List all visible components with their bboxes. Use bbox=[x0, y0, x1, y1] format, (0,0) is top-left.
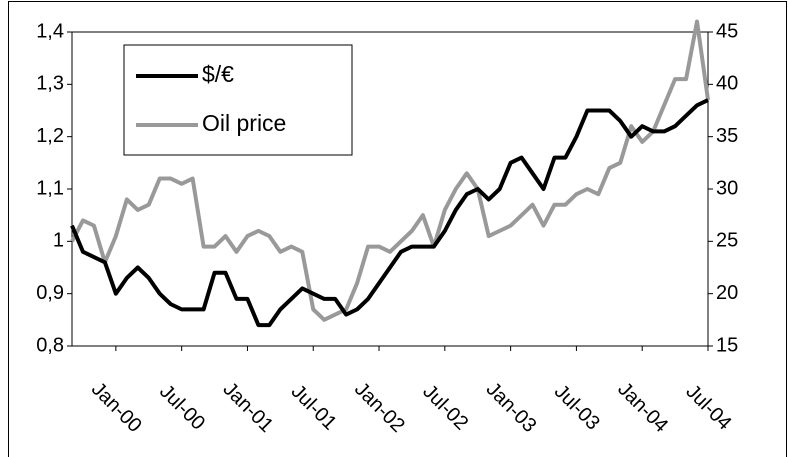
x-tick-label: Jan-04 bbox=[613, 378, 672, 437]
y2-tick-label: 40 bbox=[716, 73, 738, 95]
y-tick-label: 1 bbox=[53, 230, 64, 252]
series-line bbox=[70, 19, 710, 322]
x-tick-label: Jul-01 bbox=[287, 380, 341, 434]
y-tick-label: 1,1 bbox=[36, 177, 64, 199]
y2-tick-label: 15 bbox=[716, 334, 738, 356]
y2-tick-label: 45 bbox=[716, 20, 738, 42]
legend-label: Oil price bbox=[202, 110, 286, 136]
legend-box bbox=[123, 44, 353, 156]
legend-label: $/€ bbox=[202, 61, 234, 87]
x-tick-label: Jul-00 bbox=[155, 380, 209, 434]
chart-frame bbox=[8, 1, 787, 457]
x-tick-label: Jan-01 bbox=[219, 378, 278, 437]
y-tick-label: 0,8 bbox=[36, 334, 64, 356]
y-tick-label: 0,9 bbox=[36, 282, 64, 304]
y2-tick-label: 30 bbox=[716, 177, 738, 199]
series-line bbox=[70, 98, 709, 328]
y2-tick-label: 35 bbox=[716, 125, 738, 147]
y2-tick-label: 20 bbox=[716, 282, 738, 304]
y2-tick-label: 25 bbox=[716, 230, 738, 252]
x-tick-label: Jan-02 bbox=[350, 378, 409, 437]
y-tick-label: 1,3 bbox=[36, 73, 64, 95]
x-tick-label: Jan-03 bbox=[482, 378, 541, 437]
y-tick-label: 1,2 bbox=[36, 125, 64, 147]
x-tick-label: Jul-02 bbox=[418, 380, 472, 434]
x-tick-label: Jan-00 bbox=[87, 378, 146, 437]
x-tick-label: Jul-04 bbox=[681, 380, 735, 434]
y-tick-label: 1,4 bbox=[36, 20, 64, 42]
x-tick-label: Jul-03 bbox=[550, 380, 604, 434]
